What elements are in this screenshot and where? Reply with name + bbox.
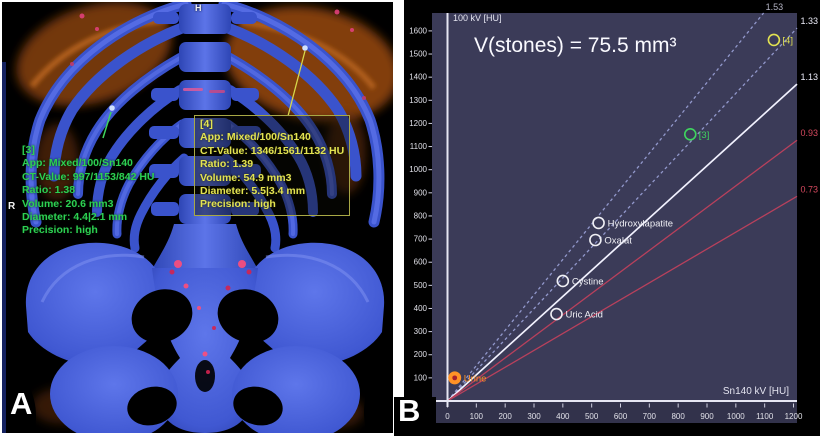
stone-4-ratio: Ratio: 1.39 bbox=[200, 158, 254, 171]
dect-ratio-scatter-chart: 1002003004005006007008009001000110012001… bbox=[409, 2, 819, 423]
ratio-label-1.13: 1.13 bbox=[801, 72, 819, 82]
chart-title-stone-volume: V(stones) = 75.5 mm³ bbox=[474, 34, 676, 57]
y-axis-label: 100 kV [HU] bbox=[453, 13, 502, 23]
ratio-line-1.13 bbox=[446, 83, 798, 402]
stone-point-4: [4] bbox=[767, 33, 793, 47]
stone-4-diameter: Diameter: 5.5|3.4 mm bbox=[200, 185, 306, 198]
panel-label-b: B bbox=[398, 393, 421, 428]
y-tick-label: 200 bbox=[414, 350, 428, 359]
material-label: Hydroxylapatite bbox=[608, 218, 673, 229]
x-tick-label: 1200 bbox=[785, 412, 803, 421]
y-tick-label: 400 bbox=[414, 304, 428, 313]
material-label: Uric Acid bbox=[565, 310, 602, 321]
kidney-stone-4-dot bbox=[302, 45, 308, 51]
stone-point-circle bbox=[767, 33, 781, 47]
pelvis bbox=[2, 242, 393, 433]
x-tick-label: 300 bbox=[527, 412, 541, 421]
y-tick-label: 900 bbox=[414, 188, 428, 197]
x-axis-label: Sn140 kV [HU] bbox=[723, 386, 789, 397]
y-tick-label: 1300 bbox=[409, 96, 427, 105]
y-tick-label: 300 bbox=[414, 327, 428, 336]
material-marker-circle bbox=[550, 307, 563, 321]
stone-4-app: App: Mixed/100/Sn140 bbox=[200, 131, 311, 144]
ratio-label-1.33: 1.33 bbox=[801, 16, 819, 26]
ratio-label-0.73: 0.73 bbox=[801, 184, 819, 194]
kidney-stone-3-dot bbox=[109, 105, 115, 111]
stone-point-label: [3] bbox=[699, 130, 710, 141]
ratio-line-1.33 bbox=[447, 27, 798, 402]
plot-background bbox=[432, 13, 797, 423]
stone-4-annotation: [4] App: Mixed/100/Sn140 CT-Value: 1346/… bbox=[194, 115, 351, 216]
x-tick-label: 500 bbox=[585, 412, 599, 421]
orientation-marker-right: R bbox=[8, 201, 16, 212]
stone-4-id: [4] bbox=[200, 118, 213, 130]
y-tick-label: 600 bbox=[414, 258, 428, 267]
stone-3-precision: Precision: high bbox=[22, 224, 98, 237]
x-tick-label: 700 bbox=[643, 412, 657, 421]
panel-label-a: A bbox=[10, 386, 33, 421]
stone-4-precision: Precision: high bbox=[200, 198, 276, 211]
x-tick-label: 400 bbox=[556, 412, 570, 421]
calcification-marks bbox=[70, 9, 366, 374]
material-marker-cystine: Cystine bbox=[556, 274, 604, 288]
ratio-label-1.53: 1.53 bbox=[766, 2, 784, 12]
y-tick-label: 1100 bbox=[410, 142, 428, 151]
y-tick-label: 1000 bbox=[409, 165, 427, 174]
material-marker-circle bbox=[589, 233, 602, 247]
stone-point-circle bbox=[683, 127, 697, 141]
x-tick-label: 200 bbox=[498, 412, 512, 421]
panel-b-label-backdrop bbox=[394, 397, 436, 436]
material-marker-hydroxylapatite: Hydroxylapatite bbox=[592, 216, 673, 230]
stone-4-volume: Volume: 54.9 mm3 bbox=[200, 171, 292, 184]
x-tick-label: 600 bbox=[614, 412, 628, 421]
ct-3d-skeleton-rendering bbox=[2, 2, 393, 433]
x-tick-label: 800 bbox=[671, 412, 685, 421]
stone-4-ct-value: CT-Value: 1346/1561/1132 HU bbox=[200, 144, 345, 157]
material-marker-circle bbox=[556, 274, 570, 288]
ratio-line-0.93 bbox=[447, 139, 798, 402]
stone-point-3: [3] bbox=[683, 127, 710, 141]
y-tick-label: 500 bbox=[414, 281, 428, 290]
x-tick-label: 0 bbox=[445, 412, 450, 421]
material-marker-uric-acid: Uric Acid bbox=[550, 307, 603, 321]
y-tick-label: 1400 bbox=[409, 73, 427, 82]
urine-marker-core bbox=[452, 375, 458, 381]
panel-a-ct-volume-rendering: H R [3] App: Mixed/100/Sn140 CT-Value: 9… bbox=[2, 2, 393, 433]
leader-line-stone-4 bbox=[287, 50, 306, 117]
stone-3-ratio: Ratio: 1.38 bbox=[22, 184, 76, 197]
material-label: Urine bbox=[464, 373, 487, 384]
material-marker-oxalat: Oxalat bbox=[589, 233, 632, 247]
ratio-line-0.73 bbox=[447, 195, 798, 402]
x-tick-label: 100 bbox=[470, 412, 484, 421]
stone-3-app: App: Mixed/100/Sn140 bbox=[22, 157, 133, 170]
x-tick-label: 1100 bbox=[756, 412, 774, 421]
stone-point-label: [4] bbox=[782, 35, 793, 46]
y-tick-label: 100 bbox=[414, 373, 428, 382]
stone-3-annotation: [3] App: Mixed/100/Sn140 CT-Value: 997/1… bbox=[22, 144, 155, 238]
x-tick-label: 1000 bbox=[727, 412, 745, 421]
stone-3-id: [3] bbox=[22, 144, 35, 156]
panel-b-dect-chart: 100 200 300 400 500 600 700 800 900 1000 1100 1200 1… bbox=[404, 0, 820, 436]
y-tick-label: 700 bbox=[414, 235, 428, 244]
stone-3-diameter: Diameter: 4.4|2.1 mm bbox=[22, 211, 128, 224]
orientation-marker-head: H bbox=[195, 3, 202, 13]
material-marker-circle bbox=[592, 216, 605, 230]
stone-3-volume: Volume: 20.6 mm3 bbox=[22, 197, 114, 210]
y-tick-label: 800 bbox=[414, 211, 428, 220]
material-marker-urine: Urine bbox=[448, 371, 487, 385]
y-tick-label: 1200 bbox=[409, 119, 427, 128]
leader-line-stone-3 bbox=[102, 111, 112, 139]
y-tick-label: 1600 bbox=[409, 26, 427, 35]
y-tick-label: 1500 bbox=[409, 50, 427, 59]
x-tick-label: 900 bbox=[700, 412, 714, 421]
material-label: Oxalat bbox=[604, 236, 632, 247]
ratio-label-0.93: 0.93 bbox=[801, 128, 819, 138]
material-label: Cystine bbox=[572, 276, 604, 287]
stone-3-ct-value: CT-Value: 997/1153/842 HU bbox=[22, 170, 155, 183]
